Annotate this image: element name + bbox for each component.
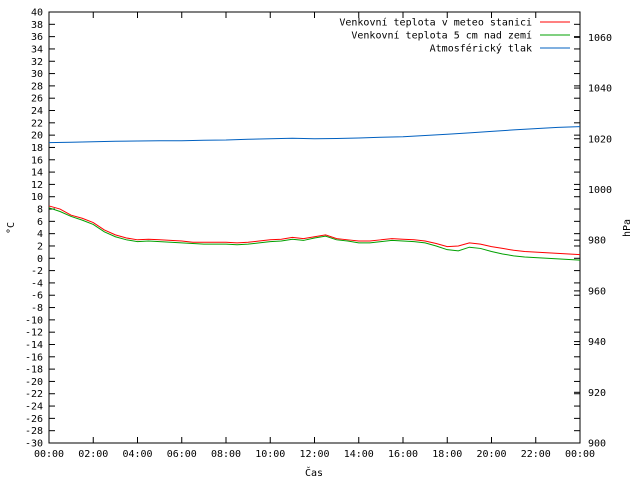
y2-tick-label: 900 (588, 439, 606, 450)
y2-tick-label: 920 (588, 388, 606, 399)
left-axis-ticks: -30-28-26-24-22-20-18-16-14-12-10-8-6-4-… (25, 8, 580, 450)
y2-tick-label: 1040 (588, 84, 612, 95)
legend-label-2: Venkovní teplota 5 cm nad zemí (351, 30, 532, 42)
plot-frame (48, 11, 581, 444)
y-tick-label: 18 (31, 143, 43, 154)
y-tick-label: -6 (31, 291, 43, 302)
y-tick-label: -30 (25, 439, 43, 450)
y-tick-label: 8 (37, 205, 43, 216)
y-tick-label: -16 (25, 352, 43, 363)
legend-label-3: Atmosférický tlak (430, 43, 532, 55)
y2-tick-label: 940 (588, 337, 606, 348)
x-axis-ticks: 00:00 02:00 04:00 06:00 08:00 10:00 12:00 14:00… (34, 12, 595, 460)
x-tick-label: 10:00 (255, 449, 285, 460)
y-tick-label: 22 (31, 118, 43, 129)
x-tick-label: 20:00 (476, 449, 506, 460)
y-tick-label: 40 (31, 8, 43, 19)
y-tick-label: 32 (31, 57, 43, 68)
x-tick-label: 04:00 (122, 449, 152, 460)
y-tick-label: 30 (31, 69, 43, 80)
x-tick-label: 12:00 (299, 449, 329, 460)
series-layer (48, 126, 581, 261)
y2-tick-label: 1060 (588, 33, 612, 44)
x-tick-label: 02:00 (78, 449, 108, 460)
y-tick-label: -18 (25, 365, 43, 376)
y-tick-label: -24 (25, 402, 43, 413)
y-tick-label: 28 (31, 81, 43, 92)
legend-label-1: Venkovní teplota v meteo stanici (339, 17, 532, 29)
y-axis-label: °C (6, 222, 17, 234)
y-tick-label: -28 (25, 426, 43, 437)
y-tick-label: 0 (37, 254, 43, 265)
legend: Venkovní teplota v meteo staniciVenkovní… (339, 17, 570, 55)
y2-tick-label: 960 (588, 286, 606, 297)
y-tick-label: -4 (31, 278, 43, 289)
x-tick-label: 16:00 (388, 449, 418, 460)
y-tick-label: 16 (31, 155, 43, 166)
y-tick-label: 10 (31, 192, 43, 203)
x-tick-label: 00:00 (34, 449, 64, 460)
y-tick-label: -20 (25, 377, 43, 388)
y-tick-label: 36 (31, 32, 43, 43)
y-tick-label: 26 (31, 94, 43, 105)
y-tick-label: -22 (25, 389, 43, 400)
y2-tick-label: 1020 (588, 134, 612, 145)
right-axis-ticks: 900 920 940 960 980 1000 1020 1040 1060 (574, 33, 612, 450)
y-tick-label: -14 (25, 340, 43, 351)
y-tick-label: -10 (25, 315, 43, 326)
y-tick-label: -2 (31, 266, 43, 277)
y-tick-label: -8 (31, 303, 43, 314)
x-tick-label: 18:00 (432, 449, 462, 460)
series-line-2 (48, 207, 581, 261)
series-line-1 (48, 205, 581, 256)
x-tick-label: 22:00 (521, 449, 551, 460)
y-tick-label: 2 (37, 241, 43, 252)
x-tick-label: 00:00 (565, 449, 595, 460)
x-axis-label: Čas (305, 466, 323, 479)
y-tick-label: 20 (31, 131, 43, 142)
y2-axis-label: hPa (622, 219, 633, 237)
y-tick-label: 6 (37, 217, 43, 228)
series-line-3 (48, 126, 581, 144)
y-tick-label: 34 (31, 44, 43, 55)
x-tick-label: 14:00 (344, 449, 374, 460)
y-tick-label: 38 (31, 20, 43, 31)
y-tick-label: 14 (31, 168, 43, 179)
x-tick-label: 06:00 (167, 449, 197, 460)
y2-tick-label: 980 (588, 236, 606, 247)
y-tick-label: -26 (25, 414, 43, 425)
x-tick-label: 08:00 (211, 449, 241, 460)
y-tick-label: 12 (31, 180, 43, 191)
y-tick-label: 4 (37, 229, 43, 240)
y-tick-label: 24 (31, 106, 43, 117)
y2-tick-label: 1000 (588, 185, 612, 196)
y-tick-label: -12 (25, 328, 43, 339)
